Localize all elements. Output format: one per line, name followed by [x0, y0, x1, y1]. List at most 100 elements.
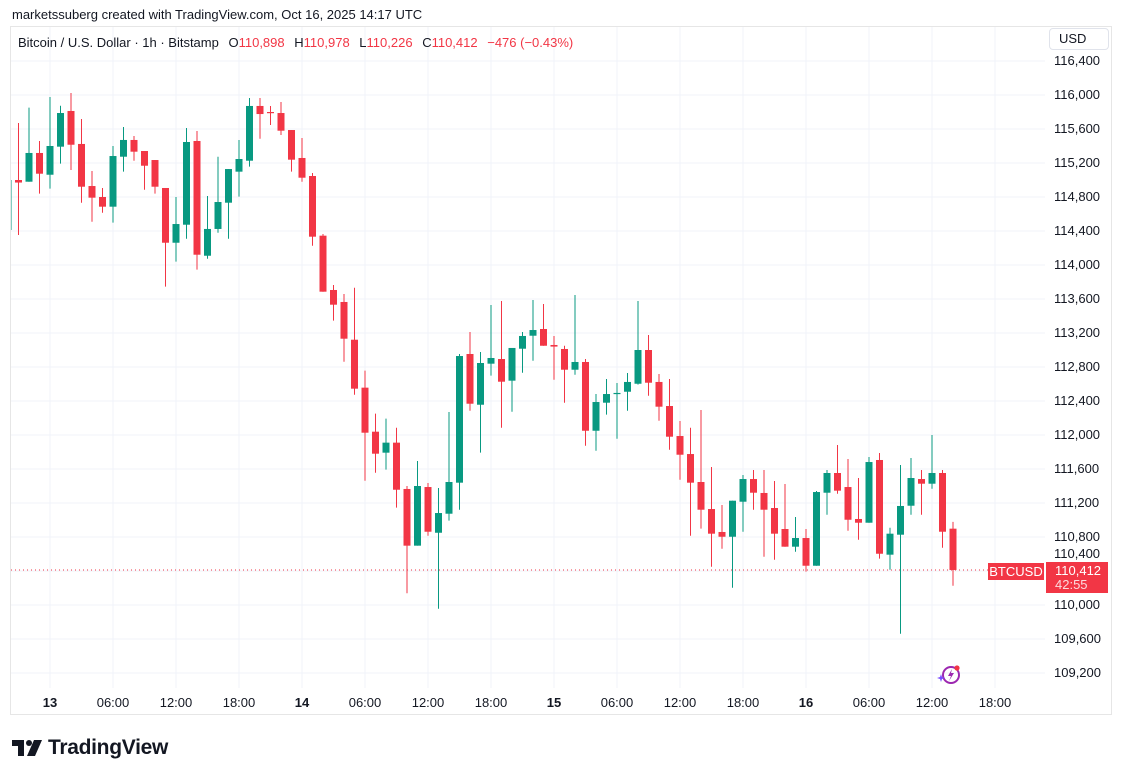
candle-bearish: [855, 478, 862, 540]
candle-bullish: [204, 195, 211, 259]
candle-body: [823, 472, 831, 493]
low-label: L: [359, 35, 367, 50]
price-tick-label: 110,000: [1054, 597, 1101, 612]
candle-bearish: [750, 470, 757, 510]
candle-bearish: [645, 335, 652, 396]
candle-bullish: [214, 156, 222, 233]
candle-body: [256, 105, 264, 115]
candle-body: [519, 335, 526, 349]
lightning-sparkle-icon[interactable]: [936, 663, 964, 692]
candle-bearish: [655, 373, 663, 421]
high-value: 110,978: [303, 35, 350, 50]
candle-body: [445, 482, 453, 514]
time-tick-label: 18:00: [978, 695, 1012, 710]
time-tick-label: 15: [546, 695, 562, 710]
candle-body: [88, 186, 96, 198]
time-tick-label: 18:00: [474, 695, 508, 710]
candle-bullish: [225, 169, 232, 239]
close-value: 110,412: [431, 35, 478, 50]
candle-body: [267, 112, 274, 114]
candle-body: [928, 472, 936, 484]
last-price-value: 110,412: [1055, 563, 1102, 578]
time-tick-label: 12:00: [159, 695, 193, 710]
candle-body: [361, 387, 369, 433]
candle-bullish: [11, 180, 12, 230]
candle-body: [760, 492, 768, 510]
candle-body: [939, 472, 946, 532]
candle-bearish: [403, 486, 411, 594]
currency-button[interactable]: USD: [1049, 28, 1109, 50]
candle-body: [897, 505, 904, 535]
candle-body: [855, 518, 862, 523]
candle-bearish: [540, 304, 547, 346]
candle-body: [277, 113, 285, 131]
candle-body: [288, 130, 295, 160]
candle-body: [687, 454, 694, 483]
price-tick-label: 109,600: [1054, 631, 1101, 646]
price-tick-label: 114,000: [1054, 257, 1101, 272]
time-tick-label: 12:00: [915, 695, 949, 710]
open-value: 110,898: [238, 35, 285, 50]
candle-body: [697, 482, 705, 510]
candle-bearish: [319, 233, 327, 292]
candle-bearish: [424, 483, 432, 536]
candle-body: [540, 329, 547, 346]
time-tick-label: 16: [798, 695, 814, 710]
candle-bullish: [109, 146, 117, 223]
price-tick-label: 109,200: [1054, 665, 1101, 680]
candle-body: [603, 394, 610, 403]
tradingview-logo[interactable]: TradingView: [12, 736, 168, 760]
candle-bearish: [267, 105, 274, 126]
candle-bearish: [309, 173, 316, 246]
tradingview-logo-icon: [12, 740, 42, 756]
candles: [11, 92, 957, 634]
candle-bullish: [813, 491, 820, 566]
price-tick-label: 112,400: [1054, 393, 1101, 408]
candle-bearish: [361, 370, 369, 481]
candle-body: [666, 406, 673, 437]
grid: [11, 27, 1045, 688]
time-tick-label: 18:00: [222, 695, 256, 710]
attribution-text: marketssuberg created with TradingView.c…: [12, 7, 423, 22]
legend: Bitcoin / U.S. Dollar · 1h · Bitstamp O1…: [18, 35, 573, 50]
candle-bullish: [571, 295, 579, 375]
candle-bearish: [351, 287, 358, 395]
price-tick-label: 113,200: [1054, 325, 1101, 340]
candle-bullish: [435, 488, 442, 609]
candle-body: [477, 363, 484, 405]
candle-bearish: [372, 413, 379, 473]
candle-bearish: [36, 140, 43, 194]
price-tick-label: 115,200: [1054, 155, 1101, 170]
candle-body: [655, 381, 663, 407]
candle-body: [162, 187, 169, 243]
candle-body: [834, 472, 841, 491]
candle-bearish: [78, 118, 85, 203]
price-tick-label: 111,200: [1054, 495, 1100, 510]
time-tick-label: 06:00: [348, 695, 382, 710]
candle-bearish: [697, 410, 705, 529]
candle-bearish: [151, 160, 159, 194]
candle-body: [25, 152, 33, 182]
time-tick-label: 18:00: [726, 695, 760, 710]
candle-body: [403, 488, 411, 546]
candle-body: [918, 479, 925, 484]
candle-bearish: [582, 359, 589, 446]
candle-bearish: [760, 470, 768, 557]
candle-body: [571, 361, 579, 370]
last-price-tag: 110,412 42:55: [1046, 562, 1108, 593]
time-tick-label: 06:00: [852, 695, 886, 710]
candle-body: [141, 151, 148, 166]
candle-body: [456, 356, 463, 483]
candle-body: [487, 357, 495, 364]
change-value: −476 (−0.43%): [487, 35, 574, 50]
candle-body: [235, 159, 243, 172]
candle-body: [592, 402, 600, 431]
candle-bullish: [456, 353, 463, 510]
candle-body: [844, 487, 852, 520]
candle-bullish: [382, 418, 390, 470]
candle-body: [729, 500, 736, 537]
candle-body: [193, 140, 201, 255]
candle-bearish: [781, 483, 789, 547]
candle-bearish: [288, 130, 295, 172]
